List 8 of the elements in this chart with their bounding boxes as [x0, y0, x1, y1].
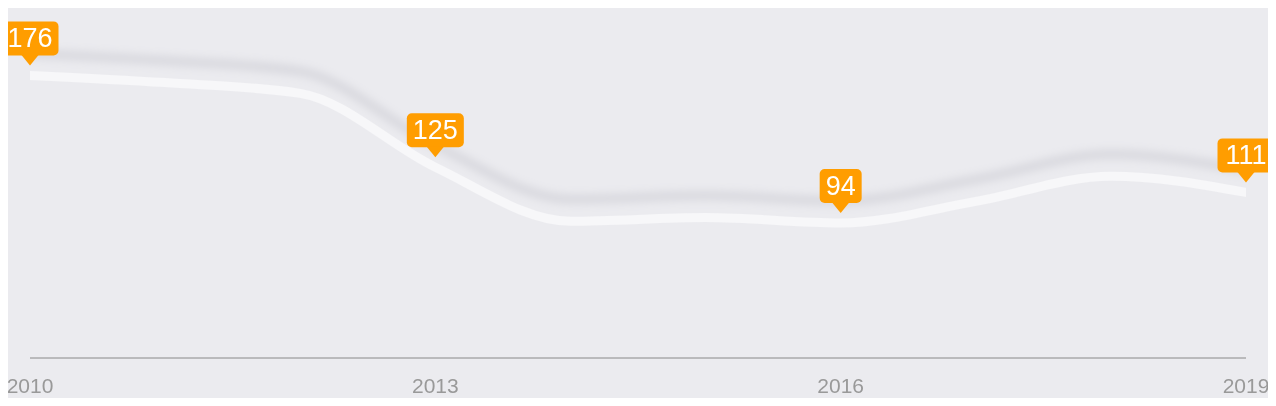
x-tick-label: 2010	[6, 373, 54, 397]
x-tick-label: 2013	[411, 373, 459, 397]
data-label: 111	[1225, 140, 1267, 171]
x-tick-label: 2019	[1222, 373, 1270, 397]
data-label: 125	[412, 115, 458, 146]
data-label: 94	[825, 171, 856, 201]
data-label: 176	[7, 23, 53, 54]
x-tick-label: 2016	[817, 373, 865, 397]
